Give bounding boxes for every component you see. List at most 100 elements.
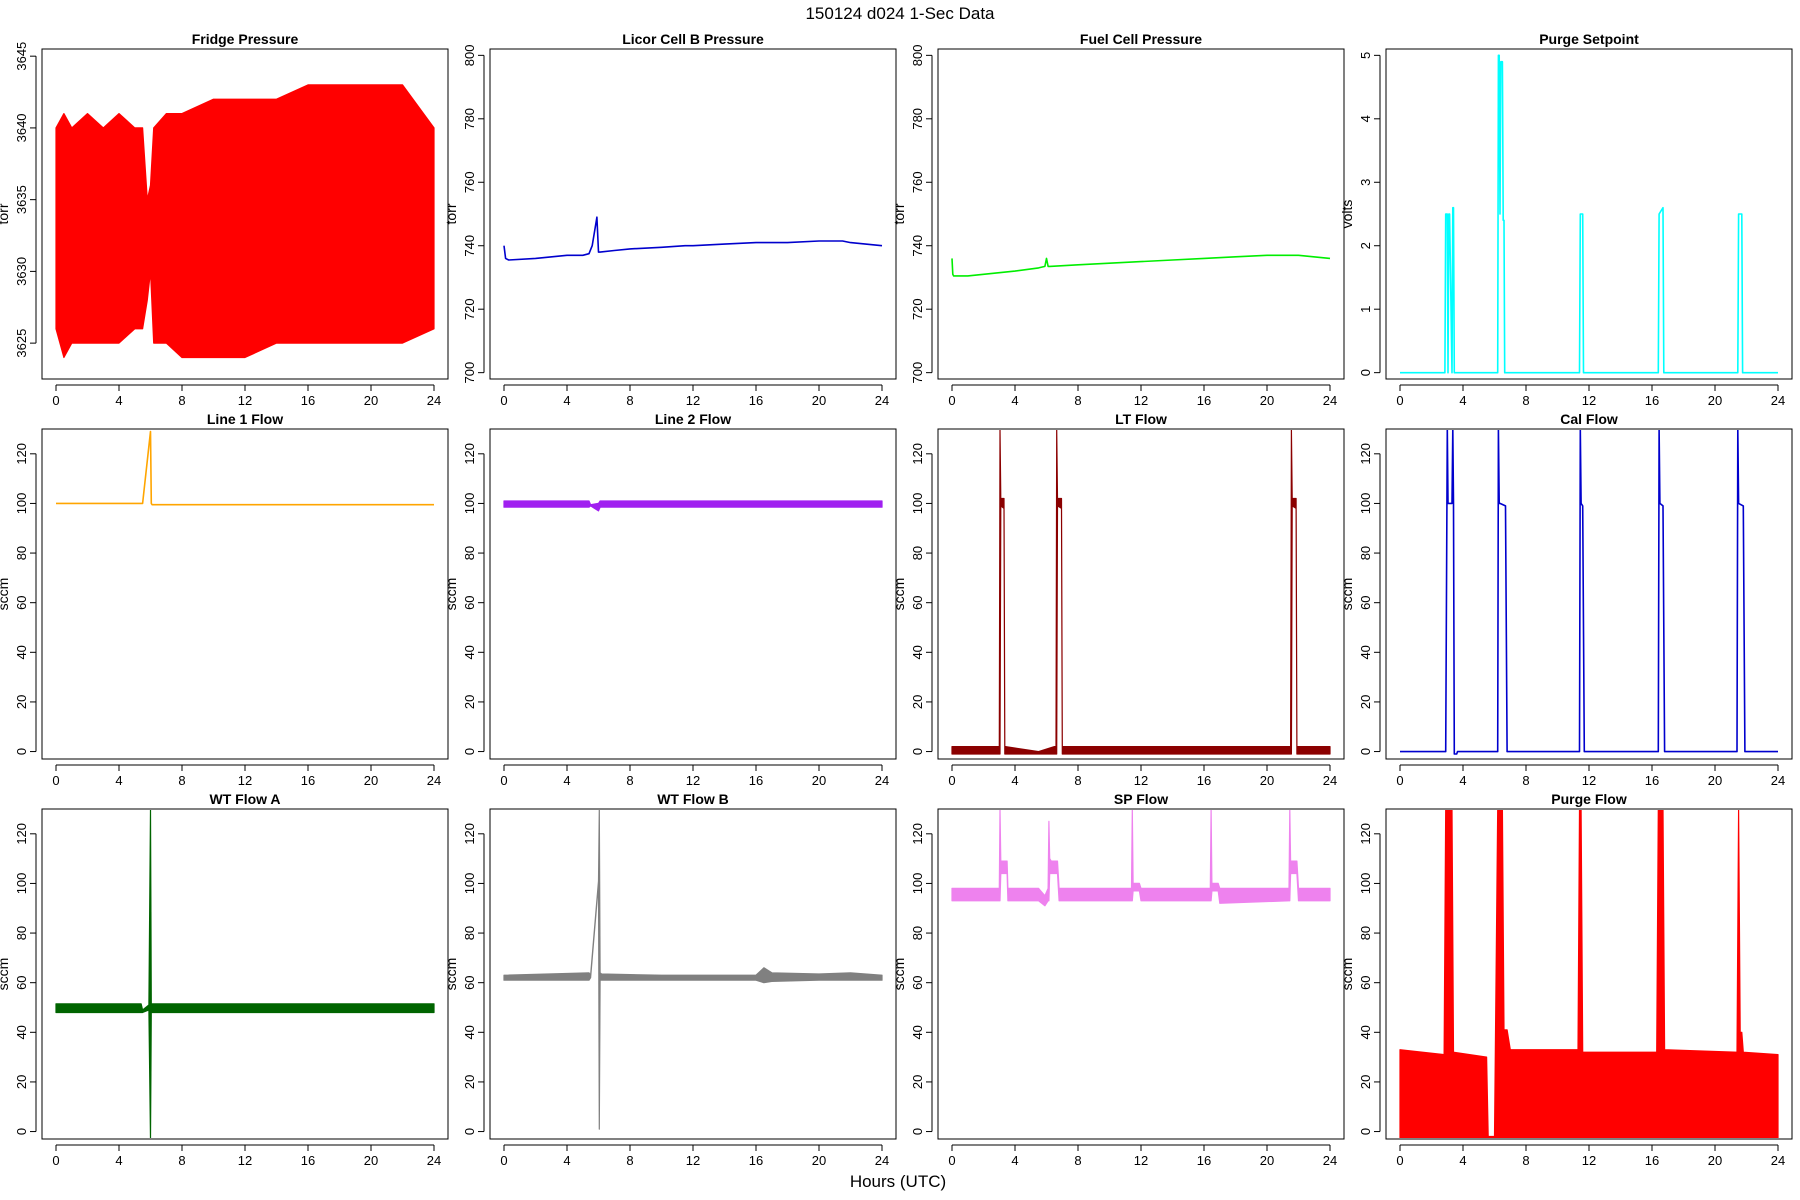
y-axis-label: sccm [891, 958, 907, 991]
y-tick-label: 40 [1358, 1025, 1373, 1039]
y-tick-label: 80 [910, 546, 925, 560]
x-tick-label: 16 [749, 393, 763, 408]
series-band [1399, 810, 1779, 1138]
x-tick-label: 24 [1771, 393, 1785, 408]
panel-fridge-pressure: Fridge Pressure torr 0 4 8 12 16 20 24 3625 3630 36… [0, 31, 449, 408]
y-axis-label: sccm [1339, 578, 1355, 611]
y-tick-label: 780 [910, 108, 925, 130]
y-tick-label: 80 [1358, 926, 1373, 940]
x-tick-label: 4 [1011, 773, 1018, 788]
y-tick-label: 20 [462, 695, 477, 709]
x-tick-label: 20 [812, 393, 826, 408]
x-tick-label: 16 [1197, 393, 1211, 408]
panel-title: Fridge Pressure [192, 31, 299, 47]
y-tick-label: 120 [1358, 823, 1373, 845]
y-tick-label: 60 [462, 975, 477, 989]
y-tick-label: 60 [1358, 595, 1373, 609]
plot-frame [937, 48, 1345, 380]
x-tick-label: 4 [1459, 393, 1466, 408]
x-tick-label: 8 [626, 393, 633, 408]
x-tick-label: 24 [1771, 1153, 1785, 1168]
y-tick-label: 120 [910, 443, 925, 465]
y-tick-label: 700 [462, 362, 477, 384]
y-tick-label: 100 [462, 873, 477, 895]
y-tick-label: 100 [14, 493, 29, 515]
panel-title: Purge Flow [1551, 791, 1627, 807]
x-tick-label: 8 [1522, 1153, 1529, 1168]
plot-frame [1385, 48, 1793, 380]
x-tick-label: 16 [1645, 393, 1659, 408]
plot-frame [937, 808, 1345, 1140]
y-tick-label: 80 [910, 926, 925, 940]
x-tick-label: 20 [1260, 393, 1274, 408]
panel-title: LT Flow [1115, 411, 1167, 427]
y-tick-label: 800 [910, 44, 925, 66]
x-tick-label: 12 [238, 773, 252, 788]
x-tick-label: 0 [948, 1153, 955, 1168]
panel-title: Licor Cell B Pressure [622, 31, 764, 47]
series-licor-cell-b-pressure [503, 216, 883, 261]
y-tick-label: 760 [910, 171, 925, 193]
x-tick-label: 8 [1074, 1153, 1081, 1168]
series-band [951, 430, 1331, 755]
x-tick-label: 24 [1771, 773, 1785, 788]
x-tick-label: 20 [364, 393, 378, 408]
x-tick-label: 0 [1396, 773, 1403, 788]
panel-title: Fuel Cell Pressure [1080, 31, 1202, 47]
y-tick-label: 3 [1358, 179, 1373, 186]
x-tick-label: 0 [948, 773, 955, 788]
x-tick-label: 20 [1708, 393, 1722, 408]
x-tick-label: 16 [1197, 1153, 1211, 1168]
x-tick-label: 0 [500, 1153, 507, 1168]
series-wt-flow-b [503, 810, 883, 1130]
x-tick-label: 20 [1260, 1153, 1274, 1168]
y-tick-label: 20 [14, 695, 29, 709]
x-tick-label: 20 [812, 773, 826, 788]
x-tick-label: 8 [1074, 773, 1081, 788]
y-tick-label: 5 [1358, 52, 1373, 59]
y-tick-label: 40 [910, 1025, 925, 1039]
y-tick-label: 0 [910, 1128, 925, 1135]
y-tick-label: 0 [462, 748, 477, 755]
y-axis-label: sccm [443, 578, 459, 611]
y-tick-label: 0 [1358, 748, 1373, 755]
y-tick-label: 120 [1358, 443, 1373, 465]
series-sp-flow [951, 810, 1331, 907]
series-cal-flow [1400, 430, 1778, 755]
y-tick-label: 20 [910, 695, 925, 709]
series-line-1-flow [56, 430, 434, 506]
y-tick-label: 20 [1358, 695, 1373, 709]
x-tick-label: 24 [427, 1153, 441, 1168]
y-axis-label: torr [443, 203, 459, 224]
series-purge-setpoint [1400, 54, 1778, 374]
x-tick-label: 24 [1323, 773, 1337, 788]
panel-title: Line 2 Flow [655, 411, 731, 427]
x-tick-label: 4 [1459, 1153, 1466, 1168]
plot-frame [489, 428, 897, 760]
y-tick-label: 60 [14, 595, 29, 609]
y-tick-label: 40 [14, 1025, 29, 1039]
y-axis-label: torr [891, 203, 907, 224]
x-tick-label: 20 [364, 773, 378, 788]
x-tick-label: 8 [1074, 393, 1081, 408]
y-tick-label: 740 [910, 235, 925, 257]
y-tick-label: 0 [462, 1128, 477, 1135]
y-tick-label: 700 [910, 362, 925, 384]
y-tick-label: 100 [1358, 493, 1373, 515]
panel-line-1-flow: Line 1 Flow sccm 0 4 8 12 16 20 24 0 20 40 60 80 100 12… [0, 411, 449, 788]
x-tick-label: 12 [1582, 393, 1596, 408]
y-tick-label: 80 [1358, 546, 1373, 560]
y-tick-label: 4 [1358, 115, 1373, 122]
series-band [55, 84, 435, 359]
x-tick-label: 12 [1134, 773, 1148, 788]
series-band [951, 810, 1331, 907]
y-tick-label: 120 [14, 443, 29, 465]
x-tick-label: 16 [749, 1153, 763, 1168]
x-tick-label: 24 [1323, 1153, 1337, 1168]
x-tick-label: 24 [875, 1153, 889, 1168]
x-tick-label: 12 [1582, 1153, 1596, 1168]
y-tick-label: 100 [1358, 873, 1373, 895]
y-tick-label: 60 [910, 975, 925, 989]
y-tick-label: 0 [14, 1128, 29, 1135]
